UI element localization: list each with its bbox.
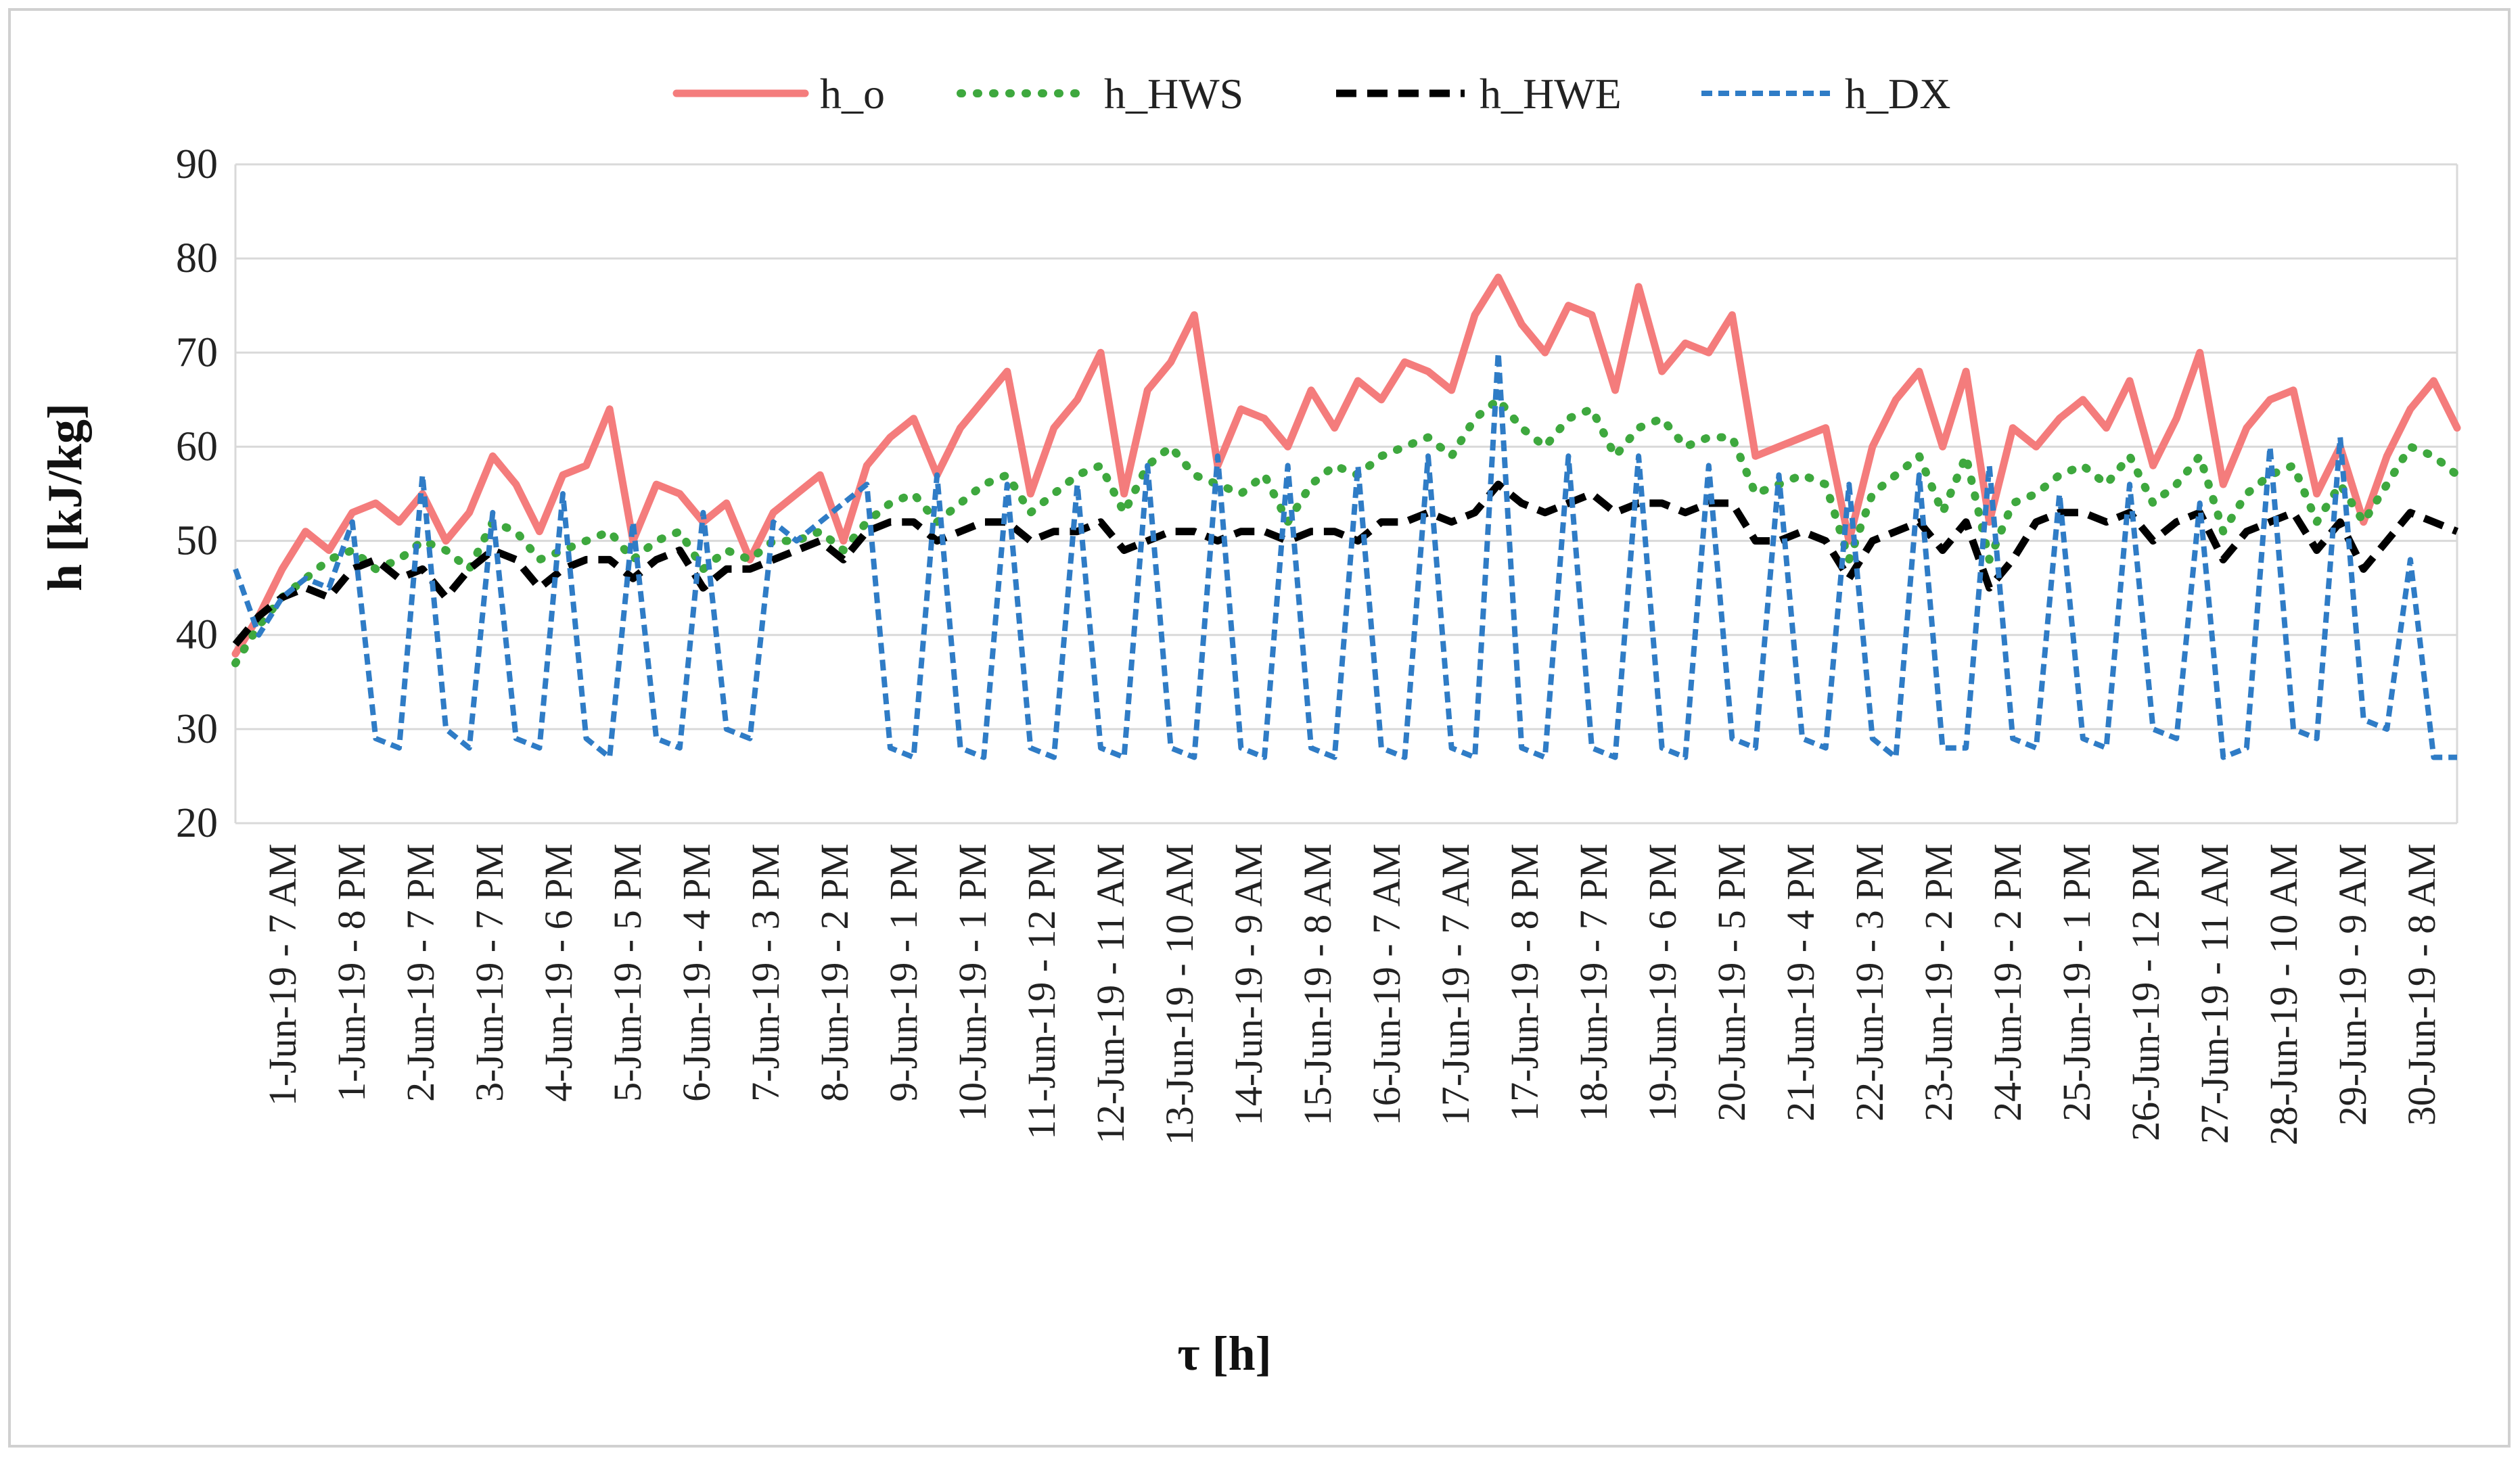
x-tick-label: 14-Jun-19 - 9 AM <box>1227 843 1270 1126</box>
x-tick-label: 17-Jun-19 - 7 AM <box>1434 843 1477 1126</box>
x-tick-label: 4-Jun-19 - 6 PM <box>536 843 580 1102</box>
x-tick-label: 22-Jun-19 - 3 PM <box>1848 843 1892 1121</box>
x-tick-label: 8-Jun-19 - 2 PM <box>812 843 856 1102</box>
chart-frame <box>8 8 2511 1448</box>
y-tick-label-80: 80 <box>176 235 218 281</box>
x-tick-label: 9-Jun-19 - 1 PM <box>881 843 925 1102</box>
legend-label-h_HWS: h_HWS <box>1104 70 1243 118</box>
x-tick-label: 2-Jun-19 - 7 PM <box>398 843 442 1102</box>
x-tick-label: 29-Jun-19 - 9 AM <box>2331 843 2375 1126</box>
series-layer <box>231 273 2461 760</box>
x-tick-label: 7-Jun-19 - 3 PM <box>743 843 787 1102</box>
grid-layer <box>234 163 2458 825</box>
x-tick-label: 27-Jun-19 - 11 AM <box>2193 843 2237 1144</box>
y-tick-label-30: 30 <box>176 706 218 752</box>
x-tick-label: 11-Jun-19 - 12 PM <box>1020 843 1063 1140</box>
x-tick-label: 15-Jun-19 - 8 AM <box>1296 843 1339 1126</box>
series-line-h_HWS <box>231 395 2461 668</box>
y-tick-label-70: 70 <box>176 329 218 375</box>
x-tick-label: 24-Jun-19 - 2 PM <box>1986 843 2030 1121</box>
x-tick-label: 10-Jun-19 - 1 PM <box>950 843 994 1121</box>
x-tick-label: 28-Jun-19 - 10 AM <box>2262 843 2306 1145</box>
y-axis-title: h [kJ/kg] <box>38 403 92 591</box>
x-tick-label: 5-Jun-19 - 5 PM <box>605 843 649 1102</box>
x-tick-label: 26-Jun-19 - 12 PM <box>2124 843 2168 1141</box>
x-tick-label: 17-Jun-19 - 8 PM <box>1503 843 1547 1121</box>
x-tick-label: 23-Jun-19 - 2 PM <box>1917 843 1961 1121</box>
y-tick-label-20: 20 <box>176 800 218 846</box>
y-tick-label-60: 60 <box>176 423 218 469</box>
x-tick-label: 12-Jun-19 - 11 AM <box>1089 843 1132 1144</box>
x-tick-label: 1-Jun-19 - 8 PM <box>329 843 373 1102</box>
series-line-h_o <box>231 273 2461 657</box>
legend-label-h_HWE: h_HWE <box>1480 70 1622 118</box>
series-line-h_HWE <box>232 480 2459 647</box>
x-tick-label: 21-Jun-19 - 4 PM <box>1779 843 1823 1121</box>
legend-label-h_o: h_o <box>820 70 885 118</box>
legend-label-h_DX: h_DX <box>1845 70 1950 118</box>
x-axis-title: τ [h] <box>1177 1326 1271 1381</box>
y-tick-label-50: 50 <box>176 518 218 564</box>
x-tick-label: 30-Jun-19 - 8 AM <box>2400 843 2444 1126</box>
y-tick-label-40: 40 <box>176 612 218 658</box>
legend: h_o h_HWS h_HWE h_DX <box>672 70 1950 118</box>
x-tick-label: 19-Jun-19 - 6 PM <box>1641 843 1685 1121</box>
y-tick-label-90: 90 <box>176 141 218 187</box>
series-line-h_DX <box>233 350 2457 760</box>
x-tick-label: 18-Jun-19 - 7 PM <box>1572 843 1616 1121</box>
x-tick-label: 25-Jun-19 - 1 PM <box>2055 843 2099 1121</box>
x-tick-labels: 1-Jun-19 - 7 AM 1-Jun-19 - 8 PM 2-Jun-19 -… <box>260 843 2444 1145</box>
x-tick-label: 1-Jun-19 - 7 AM <box>260 843 304 1106</box>
x-tick-label: 6-Jun-19 - 4 PM <box>674 843 718 1102</box>
x-tick-label: 20-Jun-19 - 5 PM <box>1710 843 1754 1121</box>
x-tick-label: 13-Jun-19 - 10 AM <box>1158 843 1201 1145</box>
y-tick-labels: 20 30 40 50 60 70 80 90 <box>176 141 218 846</box>
x-tick-label: 3-Jun-19 - 7 PM <box>467 843 511 1102</box>
x-tick-label: 16-Jun-19 - 7 AM <box>1365 843 1408 1126</box>
